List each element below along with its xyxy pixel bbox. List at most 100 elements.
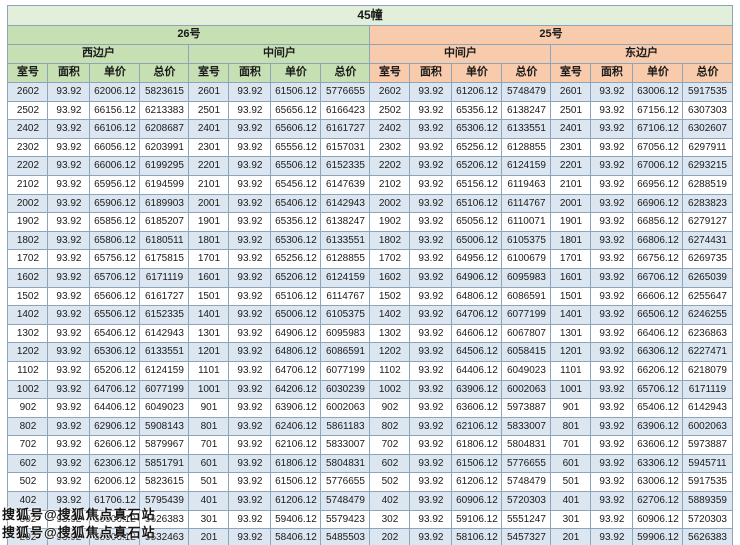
room-cell: 401: [550, 491, 592, 511]
unit-price-cell: 61206.12: [451, 82, 503, 102]
total-price-cell: 5804831: [320, 453, 371, 474]
column-header-room-cell: 室号: [188, 63, 230, 83]
unit-price-cell: 58906.12: [89, 528, 141, 545]
area-cell: 93.92: [47, 212, 91, 232]
area-cell: 93.92: [228, 491, 272, 511]
unit-price-cell: 64706.12: [451, 305, 503, 325]
area-cell: 93.92: [590, 342, 634, 362]
area-cell: 93.92: [590, 230, 634, 251]
total-price-cell: 5804831: [501, 435, 552, 455]
area-cell: 93.92: [47, 193, 91, 214]
total-price-cell: 6077199: [139, 379, 190, 400]
room-cell: 1902: [369, 212, 411, 232]
total-price-cell: 6293215: [682, 156, 733, 176]
room-cell: 2402: [7, 119, 49, 139]
area-cell: 93.92: [409, 100, 453, 121]
area-cell: 93.92: [228, 119, 272, 139]
area-cell: 93.92: [409, 379, 453, 400]
room-cell: 1502: [369, 286, 411, 307]
unit-price-cell: 65356.12: [451, 100, 503, 121]
unit-price-cell: 67106.12: [632, 119, 684, 139]
area-cell: 93.92: [590, 435, 634, 455]
total-price-cell: 6199295: [139, 156, 190, 176]
area-cell: 93.92: [590, 528, 634, 545]
room-cell: 501: [188, 472, 230, 493]
area-cell: 93.92: [590, 193, 634, 214]
room-cell: 1602: [7, 267, 49, 288]
unit-price-cell: 65756.12: [89, 249, 141, 269]
unit-price-cell: 61706.12: [89, 491, 141, 511]
column-header-unit-price-cell: 单价: [451, 63, 503, 83]
area-cell: 93.92: [228, 509, 272, 530]
column-header-room-cell: 室号: [550, 63, 592, 83]
total-price-cell: 6077199: [320, 360, 371, 381]
room-cell: 601: [550, 453, 592, 474]
unit-price-cell: 60906.12: [451, 491, 503, 511]
table-row: 1502 93.92 65606.12 6161727 1501 93.92 65106.1…: [7, 286, 733, 307]
area-cell: 93.92: [409, 398, 453, 418]
total-price-cell: 5823615: [139, 472, 190, 493]
total-price-cell: 6171119: [139, 267, 190, 288]
area-cell: 93.92: [228, 100, 272, 121]
unit-price-cell: 59906.12: [632, 528, 684, 545]
room-cell: 1902: [7, 212, 49, 232]
total-price-cell: 5973887: [501, 398, 552, 418]
area-cell: 93.92: [590, 472, 634, 493]
area-cell: 93.92: [228, 193, 272, 214]
column-header-row: 室号 面积 单价 总价 室号 面积 单价 总价 室号 面积 单价 总价 室号 面积 单价 总价: [7, 63, 733, 83]
room-cell: 602: [7, 453, 49, 474]
unit-price-cell: 65306.12: [451, 119, 503, 139]
total-price-cell: 6133551: [320, 230, 371, 251]
area-cell: 93.92: [228, 342, 272, 362]
total-price-cell: 5776655: [320, 472, 371, 493]
table-row: 1902 93.92 65856.12 6185207 1901 93.92 65356.1…: [7, 212, 733, 232]
total-price-cell: 5579423: [320, 509, 371, 530]
unit-type-middle-25: 中间户: [369, 44, 552, 64]
unit-price-cell: 65506.12: [270, 156, 322, 176]
total-price-cell: 5879967: [139, 435, 190, 455]
room-cell: 2602: [7, 82, 49, 102]
total-price-cell: 6142943: [320, 193, 371, 214]
area-cell: 93.92: [228, 323, 272, 344]
total-price-cell: 6189903: [139, 193, 190, 214]
area-cell: 93.92: [47, 249, 91, 269]
table-row: 802 93.92 62906.12 5908143 801 93.92 62406.12 5…: [7, 416, 733, 437]
area-cell: 93.92: [409, 342, 453, 362]
room-cell: 1702: [369, 249, 411, 269]
area-cell: 93.92: [409, 249, 453, 269]
area-cell: 93.92: [590, 82, 634, 102]
unit-price-cell: 62006.12: [89, 472, 141, 493]
area-cell: 93.92: [47, 174, 91, 195]
table-row: 402 93.92 61706.12 5795439 401 93.92 61206.12 5…: [7, 491, 733, 511]
total-price-cell: 6246255: [682, 305, 733, 325]
area-cell: 93.92: [228, 174, 272, 195]
room-cell: 1201: [550, 342, 592, 362]
area-cell: 93.92: [228, 82, 272, 102]
room-cell: 2602: [369, 82, 411, 102]
room-cell: 802: [369, 416, 411, 437]
table-row: 1702 93.92 65756.12 6175815 1701 93.92 65256.1…: [7, 249, 733, 269]
room-cell: 902: [369, 398, 411, 418]
column-header-area-cell: 面积: [228, 63, 272, 83]
total-price-cell: 5861183: [320, 416, 371, 437]
unit-price-cell: 58106.12: [451, 528, 503, 545]
unit-price-cell: 66856.12: [632, 212, 684, 232]
unit-price-cell: 65506.12: [89, 305, 141, 325]
total-price-cell: 6002063: [320, 398, 371, 418]
area-cell: 93.92: [47, 100, 91, 121]
unit-price-cell: 64406.12: [451, 360, 503, 381]
room-cell: 1301: [188, 323, 230, 344]
room-cell: 1302: [369, 323, 411, 344]
unit-price-cell: 62306.12: [89, 453, 141, 474]
total-price-cell: 5626383: [682, 528, 733, 545]
area-cell: 93.92: [409, 230, 453, 251]
area-cell: 93.92: [47, 305, 91, 325]
unit-price-cell: 67006.12: [632, 156, 684, 176]
table-row: 2502 93.92 66156.12 6213383 2501 93.92 65656.1…: [7, 100, 733, 121]
unit-price-cell: 65056.12: [451, 212, 503, 232]
room-cell: 702: [369, 435, 411, 455]
total-price-cell: 6147639: [320, 174, 371, 195]
unit-price-cell: 65656.12: [270, 100, 322, 121]
column-header-area-cell: 面积: [409, 63, 453, 83]
